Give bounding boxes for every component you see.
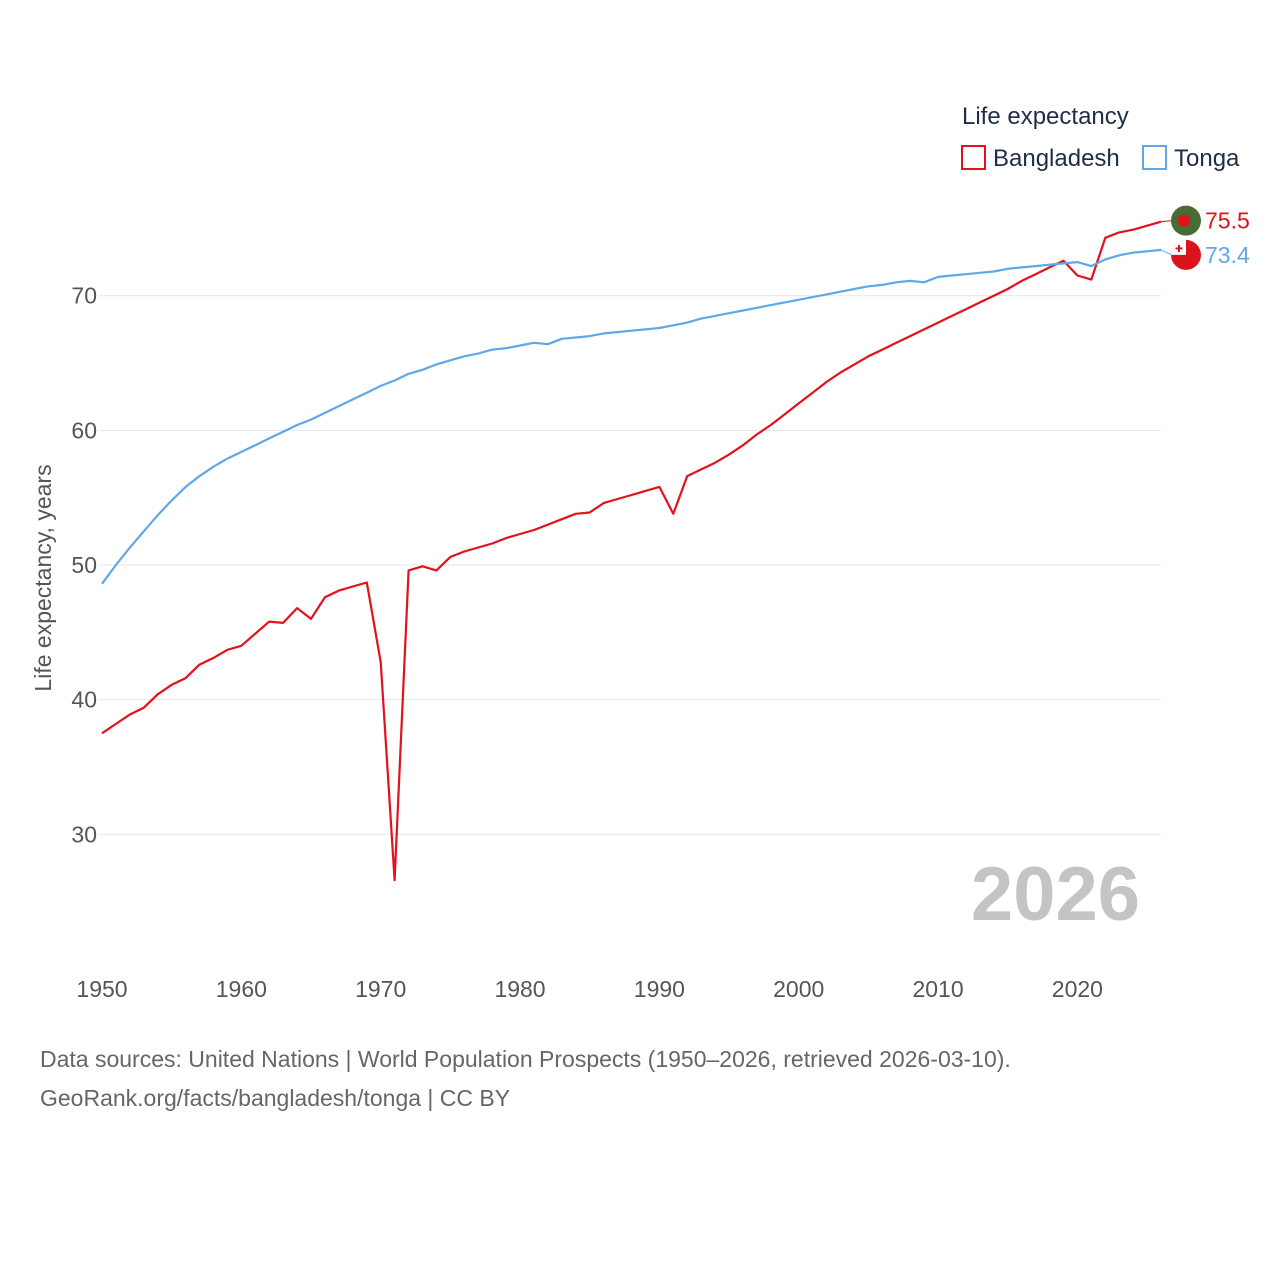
end-value-label-tonga: 73.4 [1205,242,1250,268]
x-tick-label-1990: 1990 [634,976,685,1002]
y-tick-label-50: 50 [71,552,97,578]
x-tick-label-1960: 1960 [216,976,267,1002]
legend-item-tonga[interactable]: Tonga [1142,145,1240,172]
legend-swatch-bangladesh [961,145,986,170]
legend-label-tonga: Tonga [1174,145,1240,172]
connector-tonga [1160,249,1173,256]
y-tick-label-60: 60 [71,417,97,443]
footer-sources: Data sources: United Nations | World Pop… [40,1046,1011,1072]
x-tick-label-2010: 2010 [912,976,963,1002]
footer-credit: GeoRank.org/facts/bangladesh/tonga | CC … [40,1085,511,1111]
series-bangladesh: 75.5 [101,205,1250,882]
y-tick-label-40: 40 [71,687,97,713]
line-chart: 30 40 50 60 70 1950 1960 1970 1980 1990 2000 2010 2… [30,103,1250,1002]
series-tonga: 73.4 [101,239,1250,585]
series-line-tonga [101,248,1162,585]
year-label: 2026 [971,852,1140,937]
legend-title: Life expectancy [962,103,1129,130]
connector-bangladesh [1160,220,1173,223]
y-tick-label-70: 70 [71,283,97,309]
x-tick-label-1970: 1970 [355,976,406,1002]
series-layer: 75.5 73.4 [101,205,1250,882]
x-tick-label-1980: 1980 [494,976,545,1002]
legend-item-bangladesh[interactable]: Bangladesh [961,145,1120,172]
legend: Life expectancy Bangladesh Tonga [961,103,1240,172]
x-axis-ticks: 1950 1960 1970 1980 1990 2000 2010 2020 [76,976,1103,1002]
tonga-flag-icon [1171,239,1201,270]
x-tick-label-1950: 1950 [76,976,127,1002]
y-tick-label-30: 30 [71,821,97,847]
gridlines [100,295,1161,835]
end-value-label-bangladesh: 75.5 [1205,208,1250,234]
x-tick-label-2000: 2000 [773,976,824,1002]
y-axis-ticks: 30 40 50 60 70 [71,283,97,848]
x-tick-label-2020: 2020 [1052,976,1103,1002]
y-axis-title: Life expectancy, years [30,464,56,691]
bangladesh-flag-icon [1171,205,1201,236]
legend-label-bangladesh: Bangladesh [993,145,1120,172]
legend-swatch-tonga [1142,145,1167,170]
series-line-bangladesh [101,220,1162,882]
